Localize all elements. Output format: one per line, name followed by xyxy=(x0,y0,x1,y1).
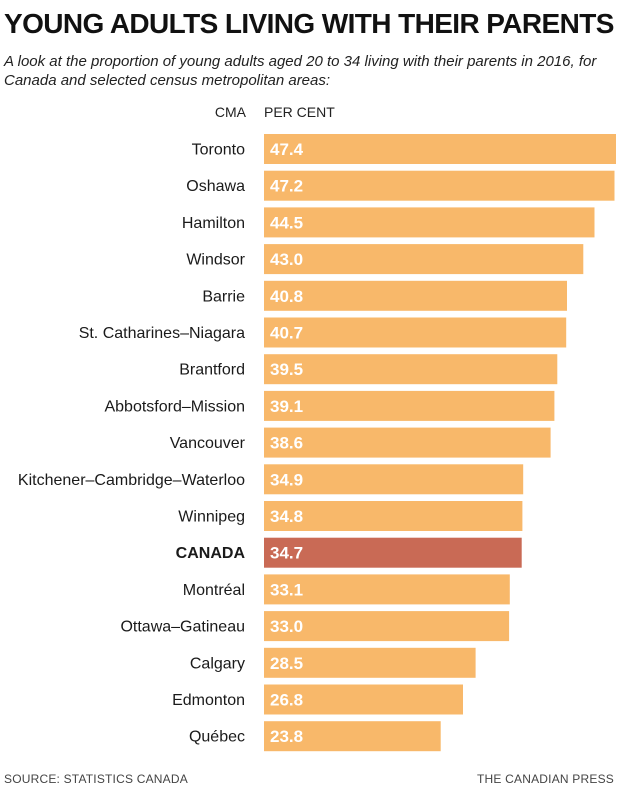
value-label: 38.6 xyxy=(270,434,303,453)
value-label: 47.4 xyxy=(270,140,304,159)
category-label: Québec xyxy=(189,729,245,746)
bar-calgary xyxy=(264,647,476,678)
category-label: Brantford xyxy=(179,362,245,379)
category-label: Montréal xyxy=(183,582,245,599)
value-label: 40.7 xyxy=(270,324,303,343)
value-label: 33.1 xyxy=(270,580,303,599)
bar-barrie xyxy=(264,280,567,311)
value-label: 47.2 xyxy=(270,177,303,196)
category-label: Calgary xyxy=(190,655,245,672)
value-column-header: PER CENT xyxy=(264,104,335,120)
value-label: 34.8 xyxy=(270,507,303,526)
bar-ottawa-gatineau xyxy=(264,611,510,642)
bar-abbotsford-mission xyxy=(264,390,555,421)
category-label: St. Catharines–Niagara xyxy=(79,325,245,342)
value-label: 40.8 xyxy=(270,287,303,306)
bar-edmonton xyxy=(264,684,463,715)
bar-brantford xyxy=(264,354,558,385)
bar-canada xyxy=(264,537,522,568)
bar-windsor xyxy=(264,244,584,275)
category-label: Edmonton xyxy=(172,692,245,709)
category-label: Hamilton xyxy=(182,215,245,232)
category-label: Oshawa xyxy=(186,178,245,195)
chart-subtitle: A look at the proportion of young adults… xyxy=(4,53,597,89)
category-label: Ottawa–Gatineau xyxy=(120,619,245,636)
category-label: Abbotsford–Mission xyxy=(104,398,245,415)
bar-montr-al xyxy=(264,574,510,605)
bar-hamilton xyxy=(264,207,595,238)
value-label: 34.9 xyxy=(270,470,303,489)
category-column-header: CMA xyxy=(214,104,246,120)
value-label: 39.5 xyxy=(270,360,303,379)
source-note: SOURCE: STATISTICS CANADA xyxy=(4,772,188,786)
category-label: Barrie xyxy=(202,288,245,305)
category-label: Vancouver xyxy=(170,435,246,452)
bar-qu-bec xyxy=(264,721,441,752)
chart-title: YOUNG ADULTS LIVING WITH THEIR PARENTS xyxy=(4,8,614,39)
category-label: Windsor xyxy=(186,252,245,269)
category-label: Kitchener–Cambridge–Waterloo xyxy=(18,472,245,489)
value-label: 23.8 xyxy=(270,727,303,746)
value-label: 39.1 xyxy=(270,397,303,416)
credit-note: THE CANADIAN PRESS xyxy=(477,772,614,786)
bar-kitchener-cambridge-waterloo xyxy=(264,464,524,495)
value-label: 43.0 xyxy=(270,250,303,269)
value-label: 44.5 xyxy=(270,213,303,232)
bar-winnipeg xyxy=(264,501,523,531)
bar-toronto xyxy=(264,134,616,164)
value-label: 33.0 xyxy=(270,617,303,636)
category-label: Toronto xyxy=(192,142,245,159)
value-label: 34.7 xyxy=(270,544,303,563)
category-label: Winnipeg xyxy=(178,509,245,526)
category-label: CANADA xyxy=(176,545,246,562)
bar-vancouver xyxy=(264,427,551,458)
bar-st-catharines-niagara xyxy=(264,317,567,348)
value-label: 28.5 xyxy=(270,654,303,673)
value-label: 26.8 xyxy=(270,691,303,710)
bar-oshawa xyxy=(264,170,615,201)
